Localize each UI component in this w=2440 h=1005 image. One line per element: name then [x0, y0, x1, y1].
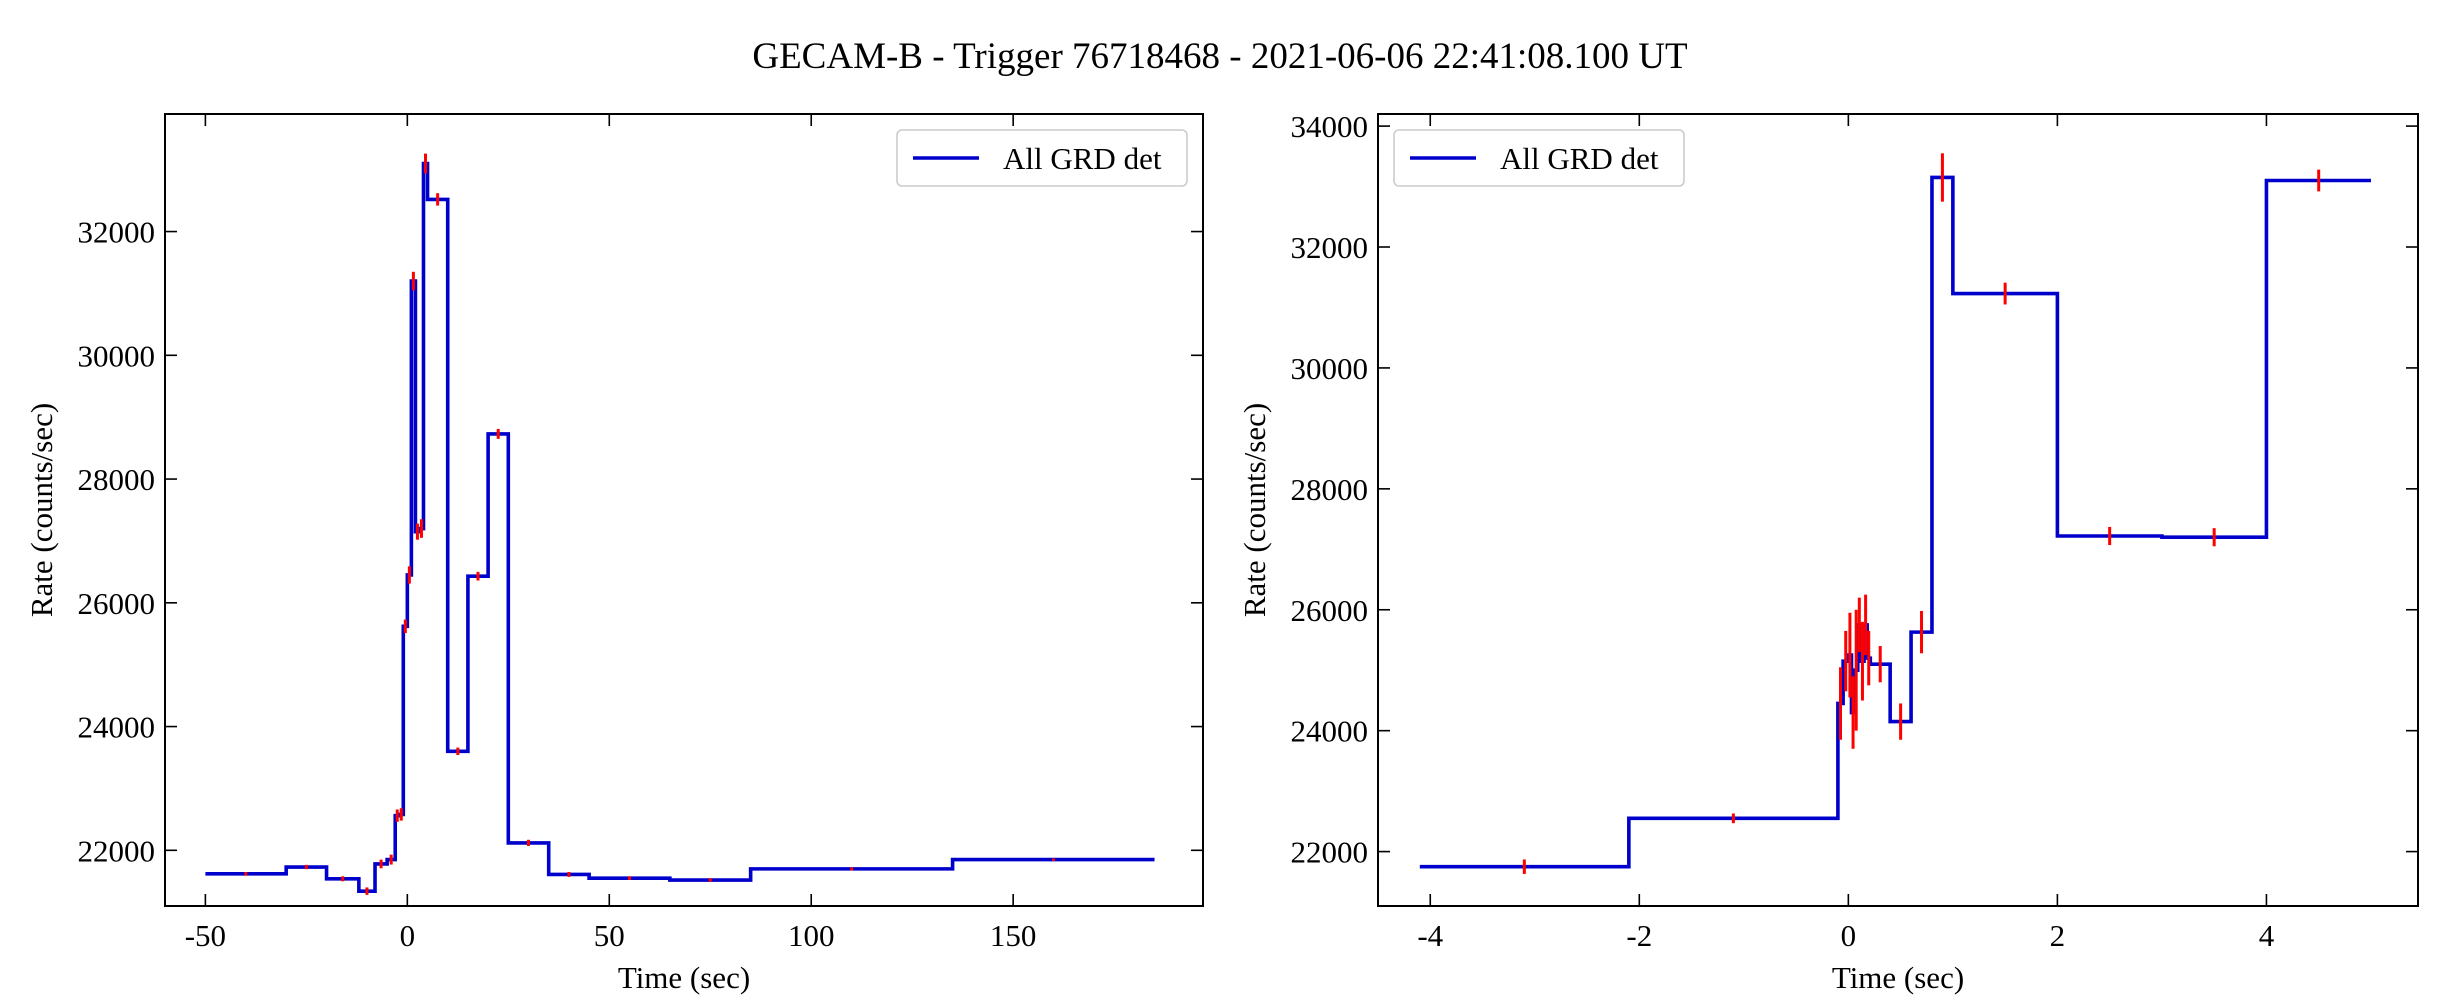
y-tick-label: 26000 — [1291, 593, 1369, 628]
y-axis-label: Rate (counts/sec) — [24, 403, 59, 617]
y-tick-label: 22000 — [1291, 835, 1369, 870]
x-tick-label: 50 — [594, 918, 625, 953]
x-tick-label: -4 — [1417, 918, 1443, 953]
y-tick-label: 26000 — [78, 586, 156, 621]
step-line — [1419, 175, 2371, 869]
x-tick-label: 100 — [788, 918, 835, 953]
x-tick-label: 2 — [2050, 918, 2066, 953]
left-panel: -50 0 50 100 150 22000 24000 26000 28000 30000 320… — [24, 113, 1204, 995]
legend-label: All GRD det — [1003, 141, 1162, 176]
y-tick-label: 28000 — [78, 462, 156, 497]
legend: All GRD det — [1393, 129, 1685, 187]
y-tick-label: 32000 — [78, 215, 156, 250]
x-tick-label: 0 — [400, 918, 416, 953]
plot-frame — [1377, 113, 2419, 907]
x-axis-label: Time (sec) — [1832, 960, 1964, 995]
y-axis-label: Rate (counts/sec) — [1237, 403, 1272, 617]
y-tick-label: 32000 — [1291, 230, 1369, 265]
legend-box — [1393, 129, 1685, 187]
x-tick-label: 150 — [990, 918, 1037, 953]
y-tick-label: 34000 — [1291, 109, 1369, 144]
x-tick-label: -50 — [185, 918, 226, 953]
y-tick-label: 24000 — [78, 710, 156, 745]
x-tick-label: 4 — [2259, 918, 2275, 953]
figure-title: GECAM-B - Trigger 76718468 - 2021-06-06 … — [752, 36, 1687, 77]
x-tick-label: -2 — [1626, 918, 1652, 953]
legend-label: All GRD det — [1500, 141, 1659, 176]
legend: All GRD det — [896, 129, 1188, 187]
x-tick-label: 0 — [1841, 918, 1857, 953]
y-tick-label: 22000 — [78, 833, 156, 868]
y-tick-label: 24000 — [1291, 714, 1369, 749]
y-tick-label: 28000 — [1291, 472, 1369, 507]
legend-box — [896, 129, 1188, 187]
y-tick-label: 30000 — [1291, 351, 1369, 386]
right-panel: -4 -2 0 2 4 22000 24000 26000 28000 30000 32000 340… — [1237, 109, 2419, 995]
step-line — [205, 161, 1155, 893]
y-tick-label: 30000 — [78, 338, 156, 373]
plot-frame — [164, 113, 1204, 907]
x-axis-label: Time (sec) — [618, 960, 750, 995]
